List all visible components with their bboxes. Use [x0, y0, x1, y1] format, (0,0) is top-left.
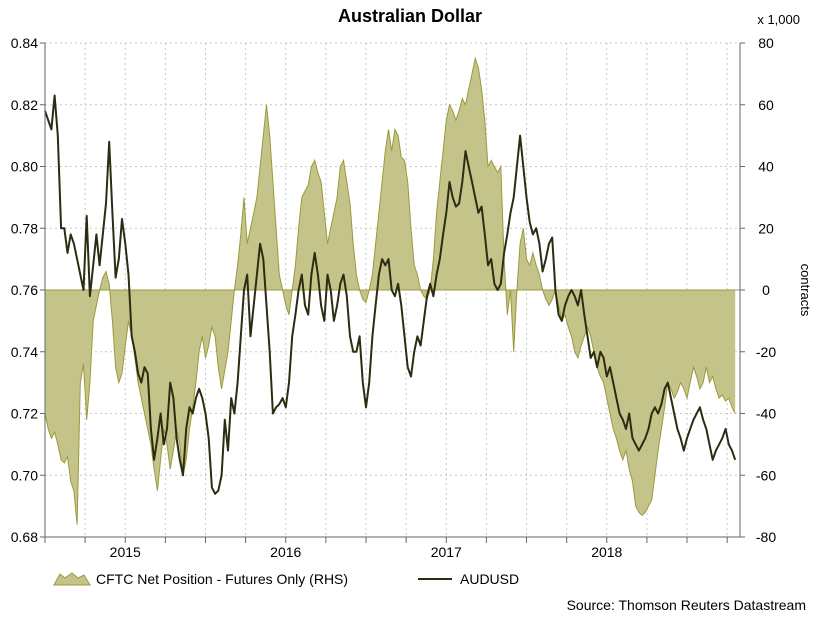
- right-tick-label: -20: [756, 344, 776, 360]
- right-axis-label: contracts: [798, 264, 813, 317]
- left-tick-label: 0.78: [11, 220, 38, 236]
- right-tick-label: 0: [762, 282, 770, 298]
- left-tick-label: 0.84: [11, 35, 38, 51]
- audusd-line: [44, 94, 737, 495]
- x-year-label: 2016: [270, 544, 301, 560]
- left-tick-label: 0.70: [11, 467, 38, 483]
- right-tick-label: 60: [758, 97, 774, 113]
- legend-audusd-label: AUDUSD: [460, 571, 519, 587]
- cftc-area-edge: [44, 56, 736, 525]
- left-tick-label: 0.72: [11, 406, 38, 422]
- chart-title: Australian Dollar: [338, 6, 482, 26]
- right-tick-label: 80: [758, 35, 774, 51]
- left-tick-label: 0.74: [11, 344, 38, 360]
- left-tick-label: 0.82: [11, 97, 38, 113]
- x-year-label: 2018: [591, 544, 622, 560]
- source-note: Source: Thomson Reuters Datastream: [567, 597, 806, 613]
- right-tick-label: -80: [756, 529, 776, 545]
- right-tick-label: -40: [756, 406, 776, 422]
- x-year-label: 2015: [110, 544, 141, 560]
- right-axis-unit: x 1,000: [757, 12, 800, 27]
- left-tick-label: 0.80: [11, 159, 38, 175]
- left-tick-label: 0.76: [11, 282, 38, 298]
- audusd-line-layer: [44, 94, 737, 495]
- left-tick-label: 0.68: [11, 529, 38, 545]
- x-year-label: 2017: [431, 544, 462, 560]
- legend-cftc-label: CFTC Net Position - Futures Only (RHS): [96, 571, 348, 587]
- legend-cftc-swatch: [53, 572, 91, 586]
- axis-layer: 0.84 0.82 0.80 0.78 0.76 0.74 0.72 0.70 0.68 80 60…: [11, 35, 777, 560]
- right-tick-label: 40: [758, 159, 774, 175]
- legend: CFTC Net Position - Futures Only (RHS) A…: [53, 571, 519, 587]
- right-tick-label: -60: [756, 467, 776, 483]
- cftc-area-fill: [45, 58, 736, 525]
- right-tick-label: 20: [758, 220, 774, 236]
